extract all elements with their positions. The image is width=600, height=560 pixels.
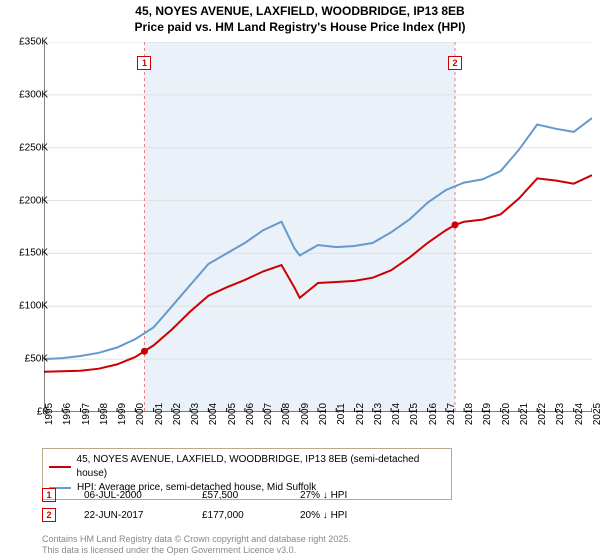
x-tick-label: 2016 [428,403,439,425]
sale-marker-2: 2 [448,56,462,70]
x-tick-label: 2001 [154,403,165,425]
x-tick-label: 2012 [355,403,366,425]
sale-row-1: 1 06-JUL-2000 £57,500 27% ↓ HPI [42,488,347,502]
x-tick-label: 2014 [391,403,402,425]
x-tick-label: 2020 [501,403,512,425]
x-tick-label: 2024 [574,403,585,425]
sale-price-1: £57,500 [202,490,272,501]
chart-svg [44,42,592,412]
sale-row-2: 2 22-JUN-2017 £177,000 20% ↓ HPI [42,508,347,522]
footer-line2: This data is licensed under the Open Gov… [42,545,351,556]
y-tick-label: £200K [19,195,48,206]
y-tick-label: £250K [19,142,48,153]
sale-badge-2: 2 [42,508,56,522]
title-line2: Price paid vs. HM Land Registry's House … [0,20,600,36]
sale-delta-1: 27% ↓ HPI [300,490,347,501]
legend-swatch-price [49,466,71,468]
x-tick-label: 2002 [172,403,183,425]
plot-area [44,42,592,412]
chart-title: 45, NOYES AVENUE, LAXFIELD, WOODBRIDGE, … [0,0,600,35]
sale-marker-1: 1 [137,56,151,70]
x-tick-label: 2021 [519,403,530,425]
x-tick-label: 2025 [592,403,600,425]
x-tick-label: 1998 [99,403,110,425]
footer-line1: Contains HM Land Registry data © Crown c… [42,534,351,545]
x-tick-label: 2013 [373,403,384,425]
x-tick-label: 1997 [81,403,92,425]
sale-date-2: 22-JUN-2017 [84,510,174,521]
x-tick-label: 2019 [482,403,493,425]
sale-price-2: £177,000 [202,510,272,521]
x-tick-label: 1996 [62,403,73,425]
x-tick-label: 2015 [409,403,420,425]
x-tick-label: 2022 [537,403,548,425]
x-tick-label: 2023 [555,403,566,425]
x-tick-label: 2018 [464,403,475,425]
x-tick-label: 2003 [190,403,201,425]
x-tick-label: 2008 [281,403,292,425]
x-tick-label: 2017 [446,403,457,425]
x-tick-label: 2006 [245,403,256,425]
legend-label-price: 45, NOYES AVENUE, LAXFIELD, WOODBRIDGE, … [77,453,445,481]
y-tick-label: £350K [19,37,48,48]
x-tick-label: 2000 [135,403,146,425]
footer: Contains HM Land Registry data © Crown c… [42,534,351,557]
chart-container: 45, NOYES AVENUE, LAXFIELD, WOODBRIDGE, … [0,0,600,560]
sale-date-1: 06-JUL-2000 [84,490,174,501]
title-line1: 45, NOYES AVENUE, LAXFIELD, WOODBRIDGE, … [0,4,600,20]
legend-row-price: 45, NOYES AVENUE, LAXFIELD, WOODBRIDGE, … [49,453,445,481]
x-tick-label: 2010 [318,403,329,425]
x-tick-label: 2005 [227,403,238,425]
y-tick-label: £100K [19,301,48,312]
y-tick-label: £150K [19,248,48,259]
x-tick-label: 2009 [300,403,311,425]
sale-delta-2: 20% ↓ HPI [300,510,347,521]
x-tick-label: 2011 [336,403,347,425]
y-tick-label: £50K [25,354,48,365]
x-tick-label: 1999 [117,403,128,425]
x-tick-label: 1995 [44,403,55,425]
x-tick-label: 2004 [208,403,219,425]
x-tick-label: 2007 [263,403,274,425]
y-tick-label: £300K [19,89,48,100]
sale-badge-1: 1 [42,488,56,502]
